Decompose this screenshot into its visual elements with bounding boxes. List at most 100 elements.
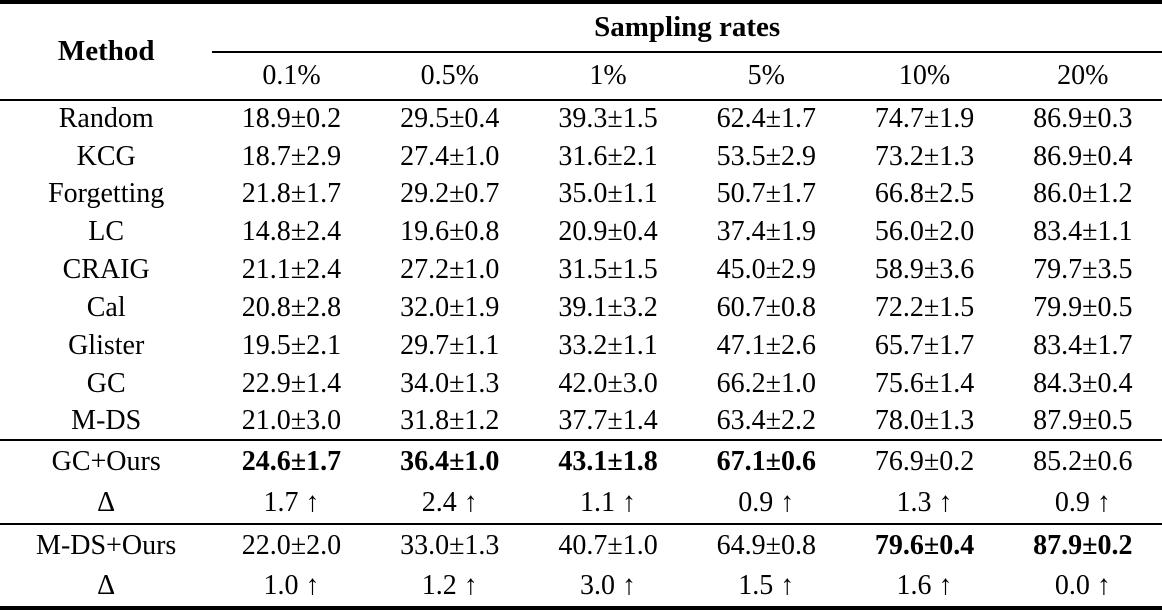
value-cell: 72.2±1.5	[874, 291, 975, 323]
value-cell: 86.9±0.4	[1033, 140, 1133, 172]
value-cell: 87.9±0.5	[1033, 404, 1133, 436]
value-cell: 65.7±1.7	[874, 329, 975, 361]
rate-header: 20%	[1003, 52, 1162, 101]
rate-header: 5%	[687, 52, 846, 101]
delta-cell: 0.9 ↑	[738, 486, 795, 518]
rate-header: 10%	[845, 52, 1004, 101]
value-cell: 21.1±2.4	[241, 254, 342, 286]
value-cell: 73.2±1.3	[874, 140, 975, 172]
method-cell: GC	[86, 367, 126, 399]
mds-ours-section: M-DS+Ours 22.0±2.0 33.0±1.3 40.7±1.0 64.…	[0, 524, 1162, 608]
delta-cell: 3.0 ↑	[580, 569, 637, 601]
value-cell: 37.7±1.4	[558, 404, 658, 436]
value-cell: 84.3±0.4	[1033, 367, 1133, 399]
group-header-row: Method Sampling rates	[0, 2, 1162, 101]
method-cell: M-DS+Ours	[36, 529, 177, 561]
value-cell: 87.9±0.2	[1033, 529, 1133, 561]
value-cell: 79.6±0.4	[874, 529, 975, 561]
delta-symbol: Δ	[97, 569, 116, 601]
method-cell: Forgetting	[48, 178, 165, 210]
value-cell: 33.0±1.3	[400, 529, 500, 561]
table-row: Random 18.9±0.2 29.5±0.4 39.3±1.5 62.4±1…	[0, 100, 1162, 138]
method-cell: Random	[58, 103, 154, 135]
value-cell: 19.5±2.1	[241, 329, 342, 361]
method-cell: Glister	[68, 329, 145, 361]
method-cell: GC+Ours	[51, 445, 161, 477]
value-cell: 29.2±0.7	[400, 178, 500, 210]
delta-cell: 1.5 ↑	[738, 569, 795, 601]
value-cell: 39.1±3.2	[558, 291, 658, 323]
delta-cell: 1.0 ↑	[263, 569, 320, 601]
value-cell: 62.4±1.7	[716, 103, 816, 135]
value-cell: 58.9±3.6	[874, 254, 975, 286]
value-cell: 42.0±3.0	[558, 367, 658, 399]
value-cell: 66.2±1.0	[716, 367, 816, 399]
table-row: Glister 19.5±2.1 29.7±1.1 33.2±1.1 47.1±…	[0, 327, 1162, 365]
value-cell: 47.1±2.6	[716, 329, 816, 361]
value-cell: 20.9±0.4	[558, 216, 658, 248]
delta-row: Δ 1.0 ↑ 1.2 ↑ 3.0 ↑ 1.5 ↑ 1.6 ↑ 0.0 ↑	[0, 566, 1162, 608]
rate-header: 1%	[528, 52, 688, 101]
value-cell: 74.7±1.9	[874, 103, 975, 135]
value-cell: 21.0±3.0	[241, 404, 342, 436]
table-header: Method Sampling rates 0.1% 0.5% 1% 5% 10…	[0, 2, 1162, 101]
value-cell: 66.8±2.5	[874, 178, 975, 210]
table-row: M-DS+Ours 22.0±2.0 33.0±1.3 40.7±1.0 64.…	[0, 524, 1162, 566]
value-cell: 75.6±1.4	[874, 367, 975, 399]
value-cell: 22.0±2.0	[241, 529, 342, 561]
table-row: KCG 18.7±2.9 27.4±1.0 31.6±2.1 53.5±2.9 …	[0, 138, 1162, 176]
value-cell: 31.5±1.5	[558, 254, 658, 286]
value-cell: 86.9±0.3	[1033, 103, 1133, 135]
value-cell: 40.7±1.0	[558, 529, 658, 561]
value-cell: 67.1±0.6	[716, 445, 816, 477]
value-cell: 43.1±1.8	[558, 445, 658, 477]
baseline-rows: Random 18.9±0.2 29.5±0.4 39.3±1.5 62.4±1…	[0, 100, 1162, 440]
value-cell: 37.4±1.9	[716, 216, 816, 248]
table-row: LC 14.8±2.4 19.6±0.8 20.9±0.4 37.4±1.9 5…	[0, 213, 1162, 251]
rates-header-row: 0.1% 0.5% 1% 5% 10% 20%	[0, 52, 1162, 101]
value-cell: 31.8±1.2	[400, 404, 500, 436]
value-cell: 31.6±2.1	[558, 140, 658, 172]
delta-cell: 0.9 ↑	[1054, 486, 1111, 518]
value-cell: 32.0±1.9	[400, 291, 500, 323]
delta-cell: 1.6 ↑	[896, 569, 953, 601]
table-row: GC 22.9±1.4 34.0±1.3 42.0±3.0 66.2±1.0 7…	[0, 365, 1162, 403]
delta-cell: 1.1 ↑	[580, 486, 637, 518]
table-row: Forgetting 21.8±1.7 29.2±0.7 35.0±1.1 50…	[0, 176, 1162, 214]
value-cell: 36.4±1.0	[400, 445, 500, 477]
value-cell: 79.7±3.5	[1033, 254, 1133, 286]
value-cell: 20.8±2.8	[241, 291, 342, 323]
delta-cell: 2.4 ↑	[421, 486, 478, 518]
value-cell: 27.4±1.0	[400, 140, 500, 172]
table-row: CRAIG 21.1±2.4 27.2±1.0 31.5±1.5 45.0±2.…	[0, 251, 1162, 289]
value-cell: 22.9±1.4	[241, 367, 342, 399]
delta-cell: 0.0 ↑	[1054, 569, 1111, 601]
value-cell: 63.4±2.2	[716, 404, 816, 436]
value-cell: 78.0±1.3	[874, 404, 975, 436]
value-cell: 35.0±1.1	[558, 178, 658, 210]
table-row: Cal 20.8±2.8 32.0±1.9 39.1±3.2 60.7±0.8 …	[0, 289, 1162, 327]
method-cell: CRAIG	[62, 254, 150, 286]
method-cell: KCG	[76, 140, 136, 172]
delta-row: Δ 1.7 ↑ 2.4 ↑ 1.1 ↑ 0.9 ↑ 1.3 ↑ 0.9 ↑	[0, 482, 1162, 524]
sampling-rates-group-header: Sampling rates	[212, 2, 1162, 53]
value-cell: 27.2±1.0	[400, 254, 500, 286]
value-cell: 83.4±1.1	[1033, 216, 1133, 248]
value-cell: 64.9±0.8	[716, 529, 816, 561]
value-cell: 24.6±1.7	[241, 445, 342, 477]
value-cell: 21.8±1.7	[241, 178, 342, 210]
value-cell: 29.7±1.1	[400, 329, 500, 361]
value-cell: 29.5±0.4	[400, 103, 500, 135]
table-row: M-DS 21.0±3.0 31.8±1.2 37.7±1.4 63.4±2.2…	[0, 403, 1162, 441]
value-cell: 79.9±0.5	[1033, 291, 1133, 323]
delta-cell: 1.7 ↑	[263, 486, 320, 518]
gc-ours-section: GC+Ours 24.6±1.7 36.4±1.0 43.1±1.8 67.1±…	[0, 440, 1162, 524]
delta-cell: 1.2 ↑	[421, 569, 478, 601]
rate-header: 0.1%	[212, 52, 371, 101]
value-cell: 83.4±1.7	[1033, 329, 1133, 361]
value-cell: 85.2±0.6	[1033, 445, 1133, 477]
value-cell: 86.0±1.2	[1033, 178, 1133, 210]
value-cell: 33.2±1.1	[558, 329, 658, 361]
value-cell: 60.7±0.8	[716, 291, 816, 323]
